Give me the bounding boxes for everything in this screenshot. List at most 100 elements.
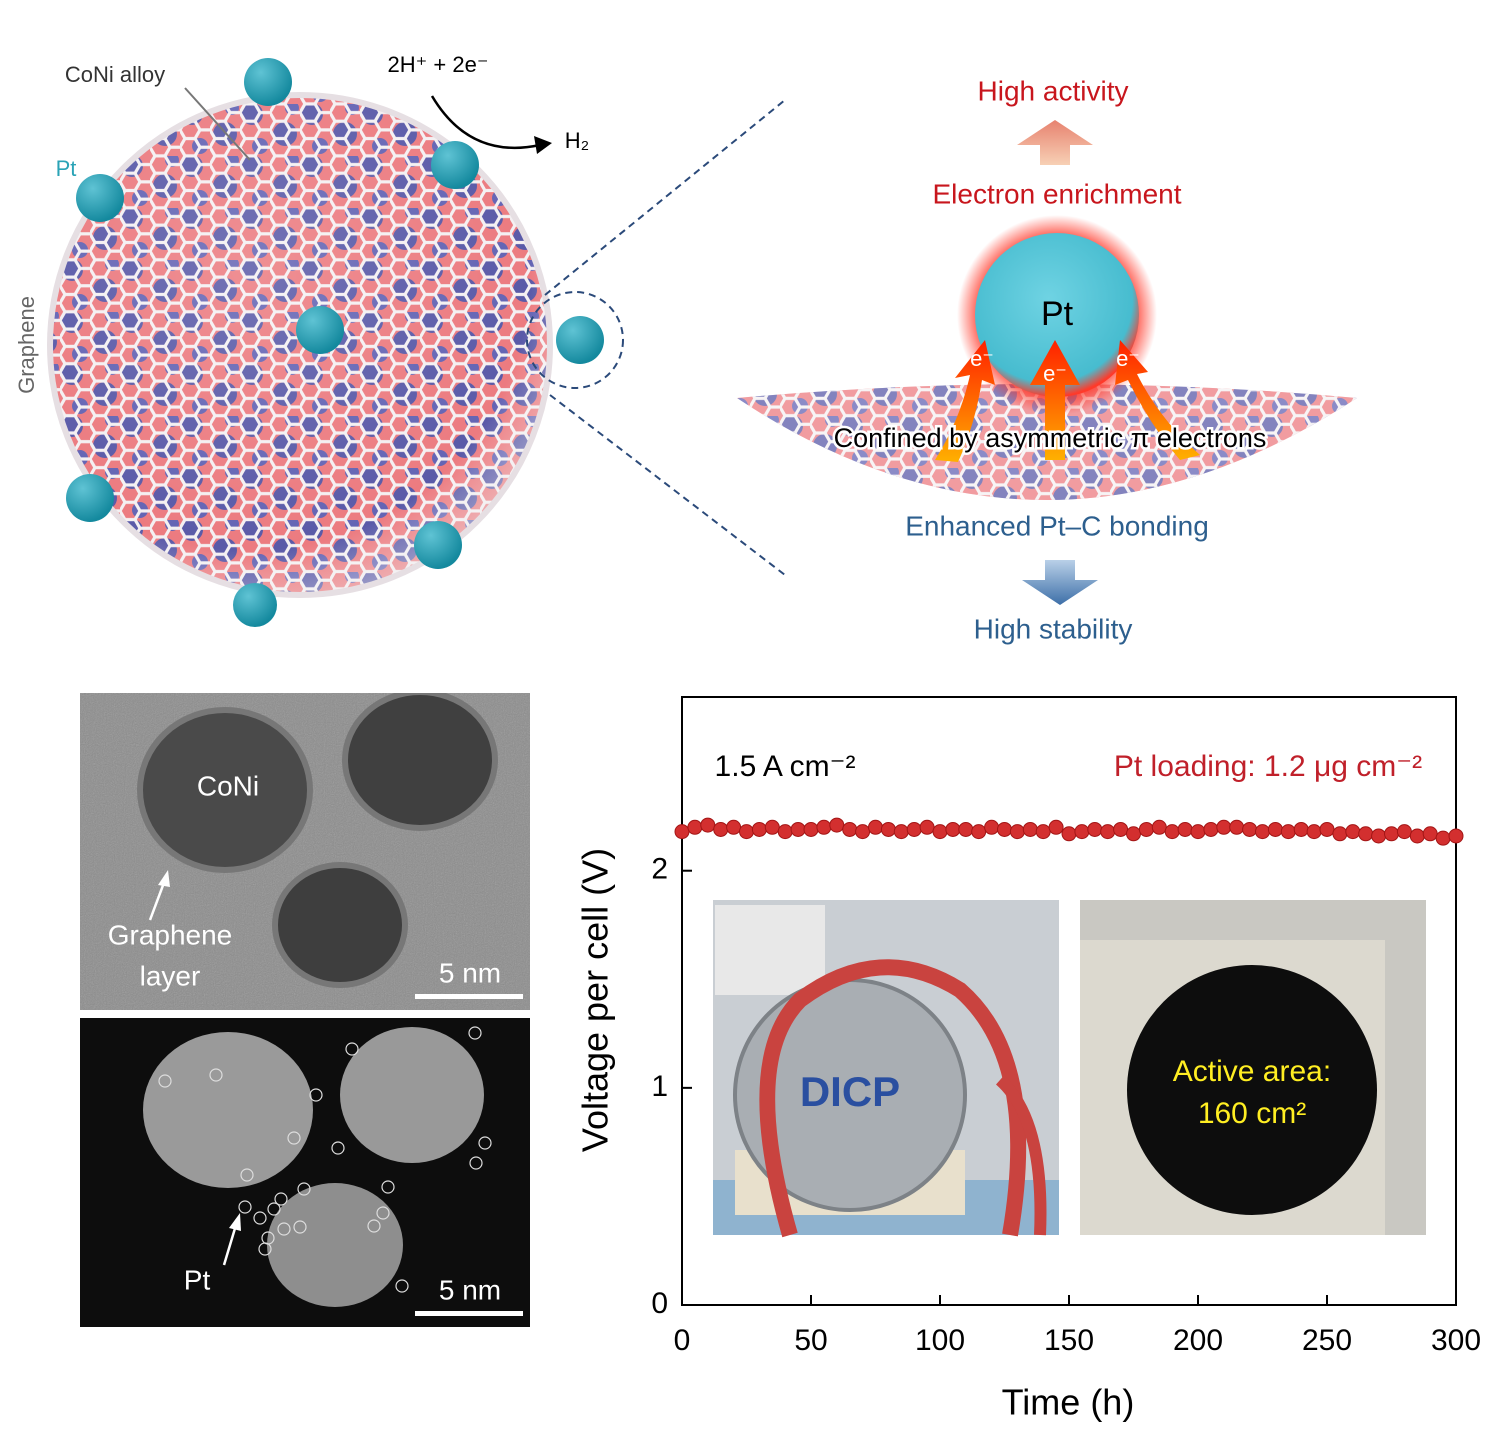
- data-point: [958, 821, 974, 837]
- data-point: [1306, 824, 1322, 840]
- data-point: [1100, 824, 1116, 840]
- data-point: [1022, 821, 1038, 837]
- x-axis-label: Time (h): [1002, 1382, 1135, 1423]
- x-tick-label: 0: [674, 1324, 691, 1357]
- data-point: [1203, 821, 1219, 837]
- label: Confined by asymmetric π electrons: [834, 423, 1267, 453]
- data-point: [1048, 819, 1064, 835]
- label: layer: [140, 960, 201, 991]
- data-point: [919, 819, 935, 835]
- y-axis-label: Voltage per cell (V): [575, 848, 616, 1152]
- data-point: [1319, 821, 1335, 837]
- data-point: [932, 824, 948, 840]
- label: CoNi: [197, 770, 259, 801]
- data-point: [1293, 821, 1309, 837]
- data-point: [1087, 821, 1103, 837]
- data-point: [1358, 826, 1374, 842]
- data-point: [816, 819, 832, 835]
- data-point: [1061, 826, 1077, 842]
- data-point: [1371, 828, 1387, 844]
- label: Pt: [56, 156, 77, 181]
- x-tick-label: 250: [1302, 1324, 1352, 1357]
- label: Enhanced Pt–C bonding: [905, 510, 1209, 541]
- y-tick-label: 1: [651, 1070, 668, 1103]
- data-point: [1267, 821, 1283, 837]
- x-tick-label: 100: [915, 1324, 965, 1357]
- data-point: [1384, 826, 1399, 842]
- data-point: [1255, 824, 1270, 840]
- x-tick-label: 150: [1044, 1324, 1094, 1357]
- data-point: [1422, 826, 1438, 842]
- label: High activity: [978, 75, 1129, 106]
- data-point: [855, 824, 871, 840]
- label: Electron enrichment: [932, 178, 1181, 209]
- data-point: [1280, 824, 1296, 840]
- label: 160 cm²: [1198, 1097, 1306, 1130]
- label: e⁻: [970, 346, 994, 371]
- data-point: [1435, 830, 1451, 846]
- data-point: [893, 824, 909, 840]
- photo-text: DICP: [800, 1068, 900, 1115]
- data-point: [700, 817, 716, 833]
- label: H₂: [565, 128, 589, 153]
- label: CoNi alloy: [65, 62, 165, 87]
- x-tick-label: 50: [794, 1324, 827, 1357]
- data-point: [1009, 824, 1025, 840]
- haadf-image: Pt 5 nm: [80, 1018, 530, 1327]
- data-point: [1448, 828, 1464, 844]
- data-point: [1177, 821, 1193, 837]
- inset-photo: DICP: [713, 900, 1059, 1238]
- data-point: [1332, 826, 1348, 842]
- x-tick-label: 200: [1173, 1324, 1223, 1357]
- data-point: [1345, 824, 1361, 840]
- data-point: [1074, 824, 1090, 840]
- data-point: [1035, 824, 1051, 840]
- data-point: [997, 821, 1012, 837]
- annotation: Pt loading: 1.2 μg cm⁻²: [1114, 750, 1422, 783]
- data-point: [868, 819, 883, 835]
- label: Pt: [184, 1264, 211, 1295]
- data-point: [945, 821, 961, 837]
- data-point: [1216, 819, 1232, 835]
- data-point: [764, 819, 780, 835]
- data-point: [906, 821, 922, 837]
- data-point: [751, 821, 767, 837]
- data-point: [1242, 821, 1258, 837]
- chart: DICP Active area: 160 cm² 1.5 A cm⁻² Pt …: [575, 696, 1481, 1423]
- data-point: [674, 824, 690, 840]
- data-point: [971, 824, 987, 840]
- data-point: [1190, 824, 1206, 840]
- scale-label: 5 nm: [439, 1274, 501, 1305]
- data-point: [1164, 824, 1180, 840]
- data-point: [1396, 824, 1412, 840]
- data-point: [790, 821, 806, 837]
- label: e⁻: [1043, 361, 1067, 386]
- data-point: [1138, 821, 1154, 837]
- x-tick-label: 300: [1431, 1324, 1481, 1357]
- data-point: [842, 821, 858, 837]
- label: High stability: [974, 613, 1133, 644]
- data-point: [687, 819, 703, 835]
- y-tick-label: 0: [651, 1287, 668, 1320]
- scale-label: 5 nm: [439, 957, 501, 988]
- data-point: [829, 817, 845, 833]
- data-point: [739, 824, 754, 840]
- data-point: [1151, 819, 1167, 835]
- data-point: [880, 821, 896, 837]
- label: e⁻: [1116, 346, 1140, 371]
- data-point: [1113, 821, 1129, 837]
- data-point: [713, 821, 729, 837]
- label: 2H⁺ + 2e⁻: [388, 52, 489, 77]
- sphere-schematic: CoNi alloy 2H⁺ + 2e⁻ H₂ Pt Graphene: [14, 52, 786, 627]
- data-point: [726, 819, 742, 835]
- data-point: [1409, 828, 1425, 844]
- label: Active area:: [1173, 1055, 1331, 1088]
- tem-image: CoNi Graphene layer 5 nm: [80, 693, 530, 1010]
- data-point: [803, 821, 819, 837]
- annotation: 1.5 A cm⁻²: [715, 750, 856, 783]
- label: Graphene: [14, 296, 39, 394]
- data-point: [1229, 819, 1245, 835]
- data-point: [1126, 826, 1141, 842]
- y-tick-label: 2: [651, 853, 668, 886]
